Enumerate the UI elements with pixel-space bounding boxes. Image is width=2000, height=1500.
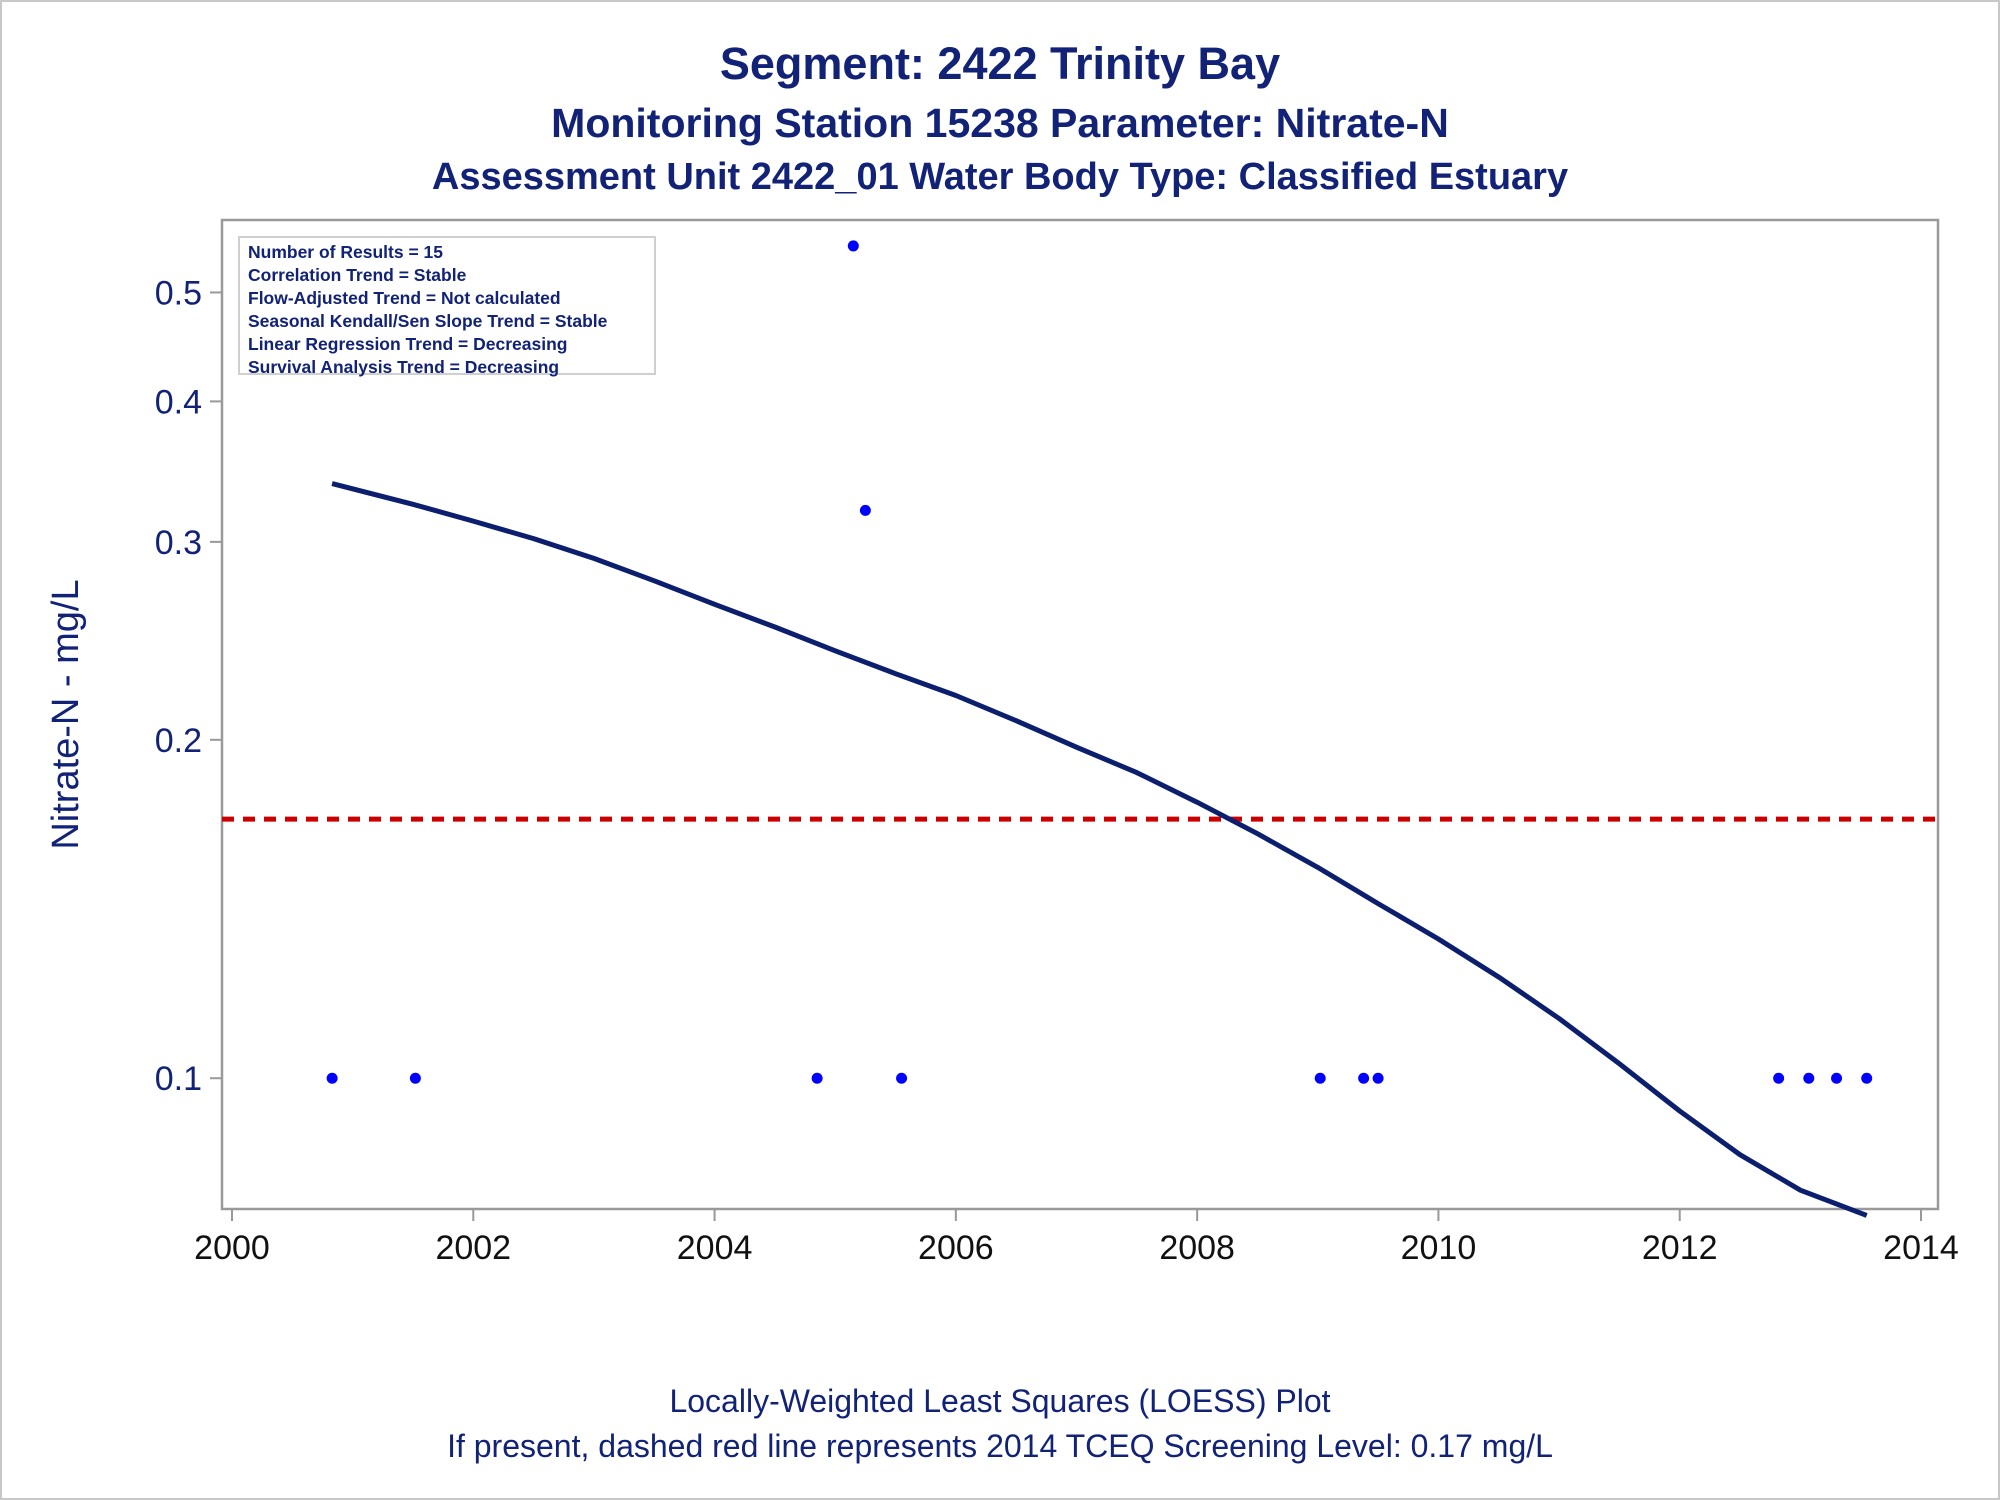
chart-subtitle-2: Assessment Unit 2422_01 Water Body Type:…	[431, 156, 1569, 198]
y-axis-label: Nitrate-N - mg/L	[45, 579, 87, 849]
footnote-line-1: Locally-Weighted Least Squares (LOESS) P…	[669, 1383, 1331, 1419]
data-point	[1314, 1072, 1326, 1084]
data-point	[1773, 1072, 1785, 1084]
y-tick-label: 0.3	[155, 524, 202, 562]
stats-line: Flow-Adjusted Trend = Not calculated	[248, 288, 561, 308]
x-tick-label: 2008	[1159, 1229, 1235, 1267]
stats-line: Seasonal Kendall/Sen Slope Trend = Stabl…	[248, 311, 608, 331]
y-tick-label: 0.1	[155, 1060, 202, 1098]
y-tick-label: 0.2	[155, 722, 202, 760]
data-point	[859, 504, 871, 516]
x-tick-label: 2010	[1401, 1229, 1477, 1267]
y-tick-label: 0.5	[155, 274, 202, 312]
footnote-line-2: If present, dashed red line represents 2…	[447, 1428, 1553, 1464]
x-tick-label: 2014	[1883, 1229, 1959, 1267]
x-tick-label: 2006	[918, 1229, 994, 1267]
x-tick-label: 2002	[435, 1229, 511, 1267]
stats-line: Survival Analysis Trend = Decreasing	[248, 357, 560, 377]
data-point	[326, 1072, 338, 1084]
loess-curve	[331, 481, 1868, 1218]
plot-frame	[220, 218, 1940, 1211]
data-point	[1861, 1072, 1873, 1084]
x-tick-label: 2004	[677, 1229, 753, 1267]
chart-subtitle: Monitoring Station 15238 Parameter: Nitr…	[551, 100, 1449, 146]
stats-line: Linear Regression Trend = Decreasing	[248, 334, 568, 354]
data-point	[896, 1072, 908, 1084]
data-point	[1831, 1072, 1843, 1084]
data-point	[847, 240, 859, 252]
stats-box: Number of Results = 15 Correlation Trend…	[238, 236, 656, 377]
data-point	[1803, 1072, 1815, 1084]
x-tick-label: 2012	[1642, 1229, 1718, 1267]
data-point	[1372, 1072, 1384, 1084]
chart-title: Segment: 2422 Trinity Bay	[719, 38, 1281, 89]
y-tick-label: 0.4	[155, 383, 202, 421]
data-point	[811, 1072, 823, 1084]
stats-line: Correlation Trend = Stable	[248, 265, 467, 285]
data-point	[1358, 1072, 1370, 1084]
x-tick-label: 2000	[194, 1229, 270, 1267]
stats-line: Number of Results = 15	[248, 242, 443, 262]
data-point	[409, 1072, 421, 1084]
